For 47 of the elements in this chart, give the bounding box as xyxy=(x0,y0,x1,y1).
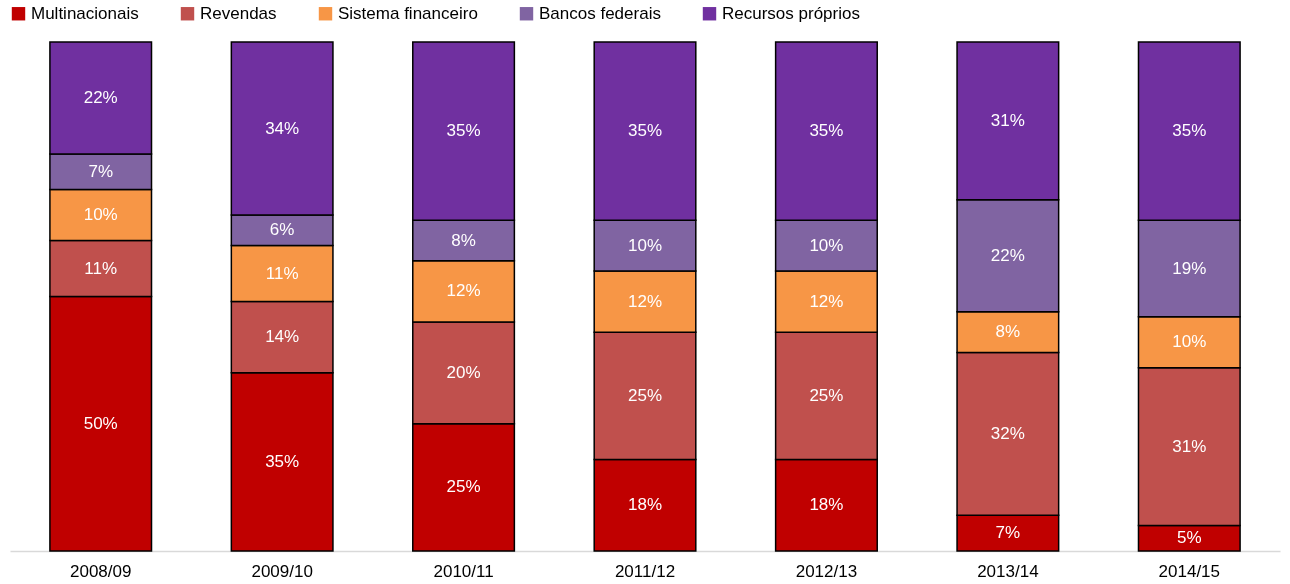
data-label: 35% xyxy=(446,121,481,141)
legend-label: Sistema financeiro xyxy=(338,3,478,23)
data-label: 25% xyxy=(446,477,481,497)
data-label: 22% xyxy=(990,245,1025,265)
data-label: 12% xyxy=(627,291,663,311)
x-tick-label: 2009/10 xyxy=(251,561,313,581)
x-tick-label: 2014/15 xyxy=(1158,561,1221,581)
x-tick-label: 2012/13 xyxy=(795,561,858,581)
data-label: 31% xyxy=(1172,436,1207,456)
data-label: 35% xyxy=(265,451,300,471)
legend-label: Multinacionais xyxy=(31,3,139,23)
data-label: 10% xyxy=(83,205,118,225)
data-label: 25% xyxy=(627,385,663,405)
x-tick-label: 2013/14 xyxy=(977,561,1039,581)
data-label: 10% xyxy=(809,235,844,255)
data-label: 14% xyxy=(265,327,300,347)
data-label: 25% xyxy=(809,385,844,405)
x-tick-label: 2011/12 xyxy=(614,561,676,581)
legend-label: Revendas xyxy=(200,3,277,23)
x-tick-label: 2008/09 xyxy=(69,561,132,581)
data-label: 8% xyxy=(451,230,476,250)
data-label: 12% xyxy=(809,291,844,311)
legend-label: Recursos próprios xyxy=(722,3,860,23)
x-tick-label: 2010/11 xyxy=(433,561,494,581)
data-label: 5% xyxy=(1177,528,1202,548)
data-label: 6% xyxy=(269,220,295,240)
data-label: 8% xyxy=(995,322,1021,342)
legend-label: Bancos federais xyxy=(539,3,661,23)
data-label: 34% xyxy=(265,118,300,138)
data-label: 7% xyxy=(995,523,1021,543)
data-label: 11% xyxy=(265,263,299,283)
data-label: 12% xyxy=(446,281,481,301)
data-label: 18% xyxy=(809,495,844,515)
data-label: 35% xyxy=(627,121,663,141)
data-label: 32% xyxy=(990,423,1025,443)
data-label: 10% xyxy=(627,235,663,255)
data-label: 10% xyxy=(1172,332,1207,352)
data-label: 35% xyxy=(809,121,844,141)
data-label: 20% xyxy=(446,362,481,382)
data-label: 35% xyxy=(1172,121,1207,141)
data-label: 22% xyxy=(83,87,118,107)
data-label: 50% xyxy=(83,413,118,433)
data-label: 19% xyxy=(1172,258,1207,278)
data-label: 11% xyxy=(84,258,118,278)
data-label: 7% xyxy=(88,161,113,181)
data-label: 18% xyxy=(627,495,663,515)
data-label: 31% xyxy=(990,110,1025,130)
